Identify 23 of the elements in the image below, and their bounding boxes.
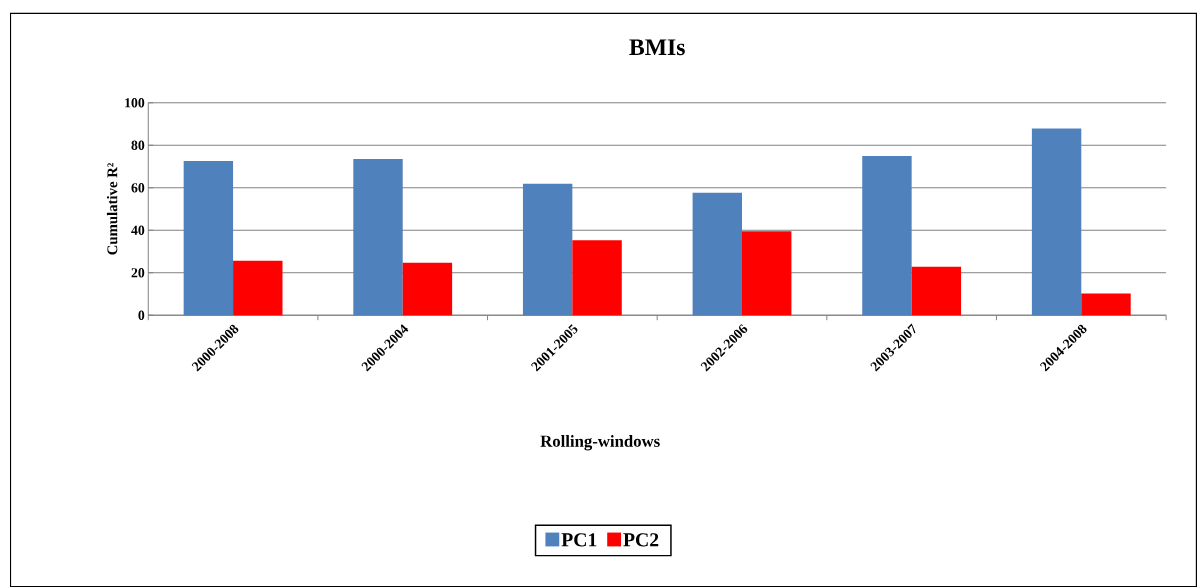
- bar: [353, 158, 403, 316]
- bar: [742, 231, 792, 316]
- y-tick-label: 60: [131, 182, 145, 193]
- bar: [522, 183, 573, 316]
- y-tick-label: 40: [131, 225, 145, 235]
- bar: [1031, 128, 1082, 316]
- bar: [911, 266, 962, 316]
- bar: [572, 240, 622, 316]
- bar: [692, 192, 743, 316]
- y-axis-title: Cumulative R²: [106, 162, 118, 255]
- y-tick-label: 0: [138, 310, 145, 320]
- legend-label: PC1: [561, 533, 597, 547]
- bar: [183, 160, 234, 316]
- bar: [1081, 293, 1131, 316]
- bar: [862, 155, 912, 316]
- bar: [233, 260, 283, 316]
- y-tick-label: 80: [131, 140, 145, 150]
- legend-label: PC2: [623, 533, 659, 547]
- x-axis-title: Rolling-windows: [540, 434, 660, 451]
- chart-title: BMIs: [629, 39, 685, 56]
- y-tick-label: 20: [131, 267, 145, 278]
- bar: [402, 262, 453, 316]
- y-tick-label: 100: [125, 98, 145, 108]
